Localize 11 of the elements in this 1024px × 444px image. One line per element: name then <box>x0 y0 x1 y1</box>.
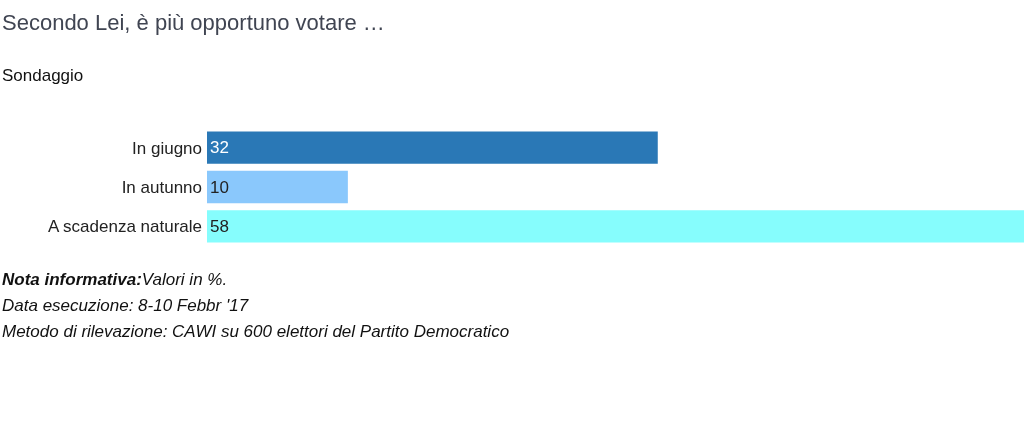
text: Metodo di rilevazione: CAWI su 600 elettori del Partito Democratico <box>2 322 510 341</box>
chart-title: Secondo Lei, è più opportuno votare … <box>2 10 385 35</box>
y-tick-label: A scadenza naturale <box>47 217 202 237</box>
text: Sondaggio <box>2 66 84 85</box>
y-tick-label: In autunno <box>121 177 202 197</box>
data-label: 58 <box>210 216 229 236</box>
data-label: 10 <box>210 177 229 197</box>
data-label: 32 <box>210 138 229 158</box>
text: Data esecuzione: 8-10 Febbr '17 <box>2 296 249 315</box>
text: Nota informativa:Valori in %. <box>2 270 228 289</box>
y-tick-label: In giugno <box>132 138 202 158</box>
